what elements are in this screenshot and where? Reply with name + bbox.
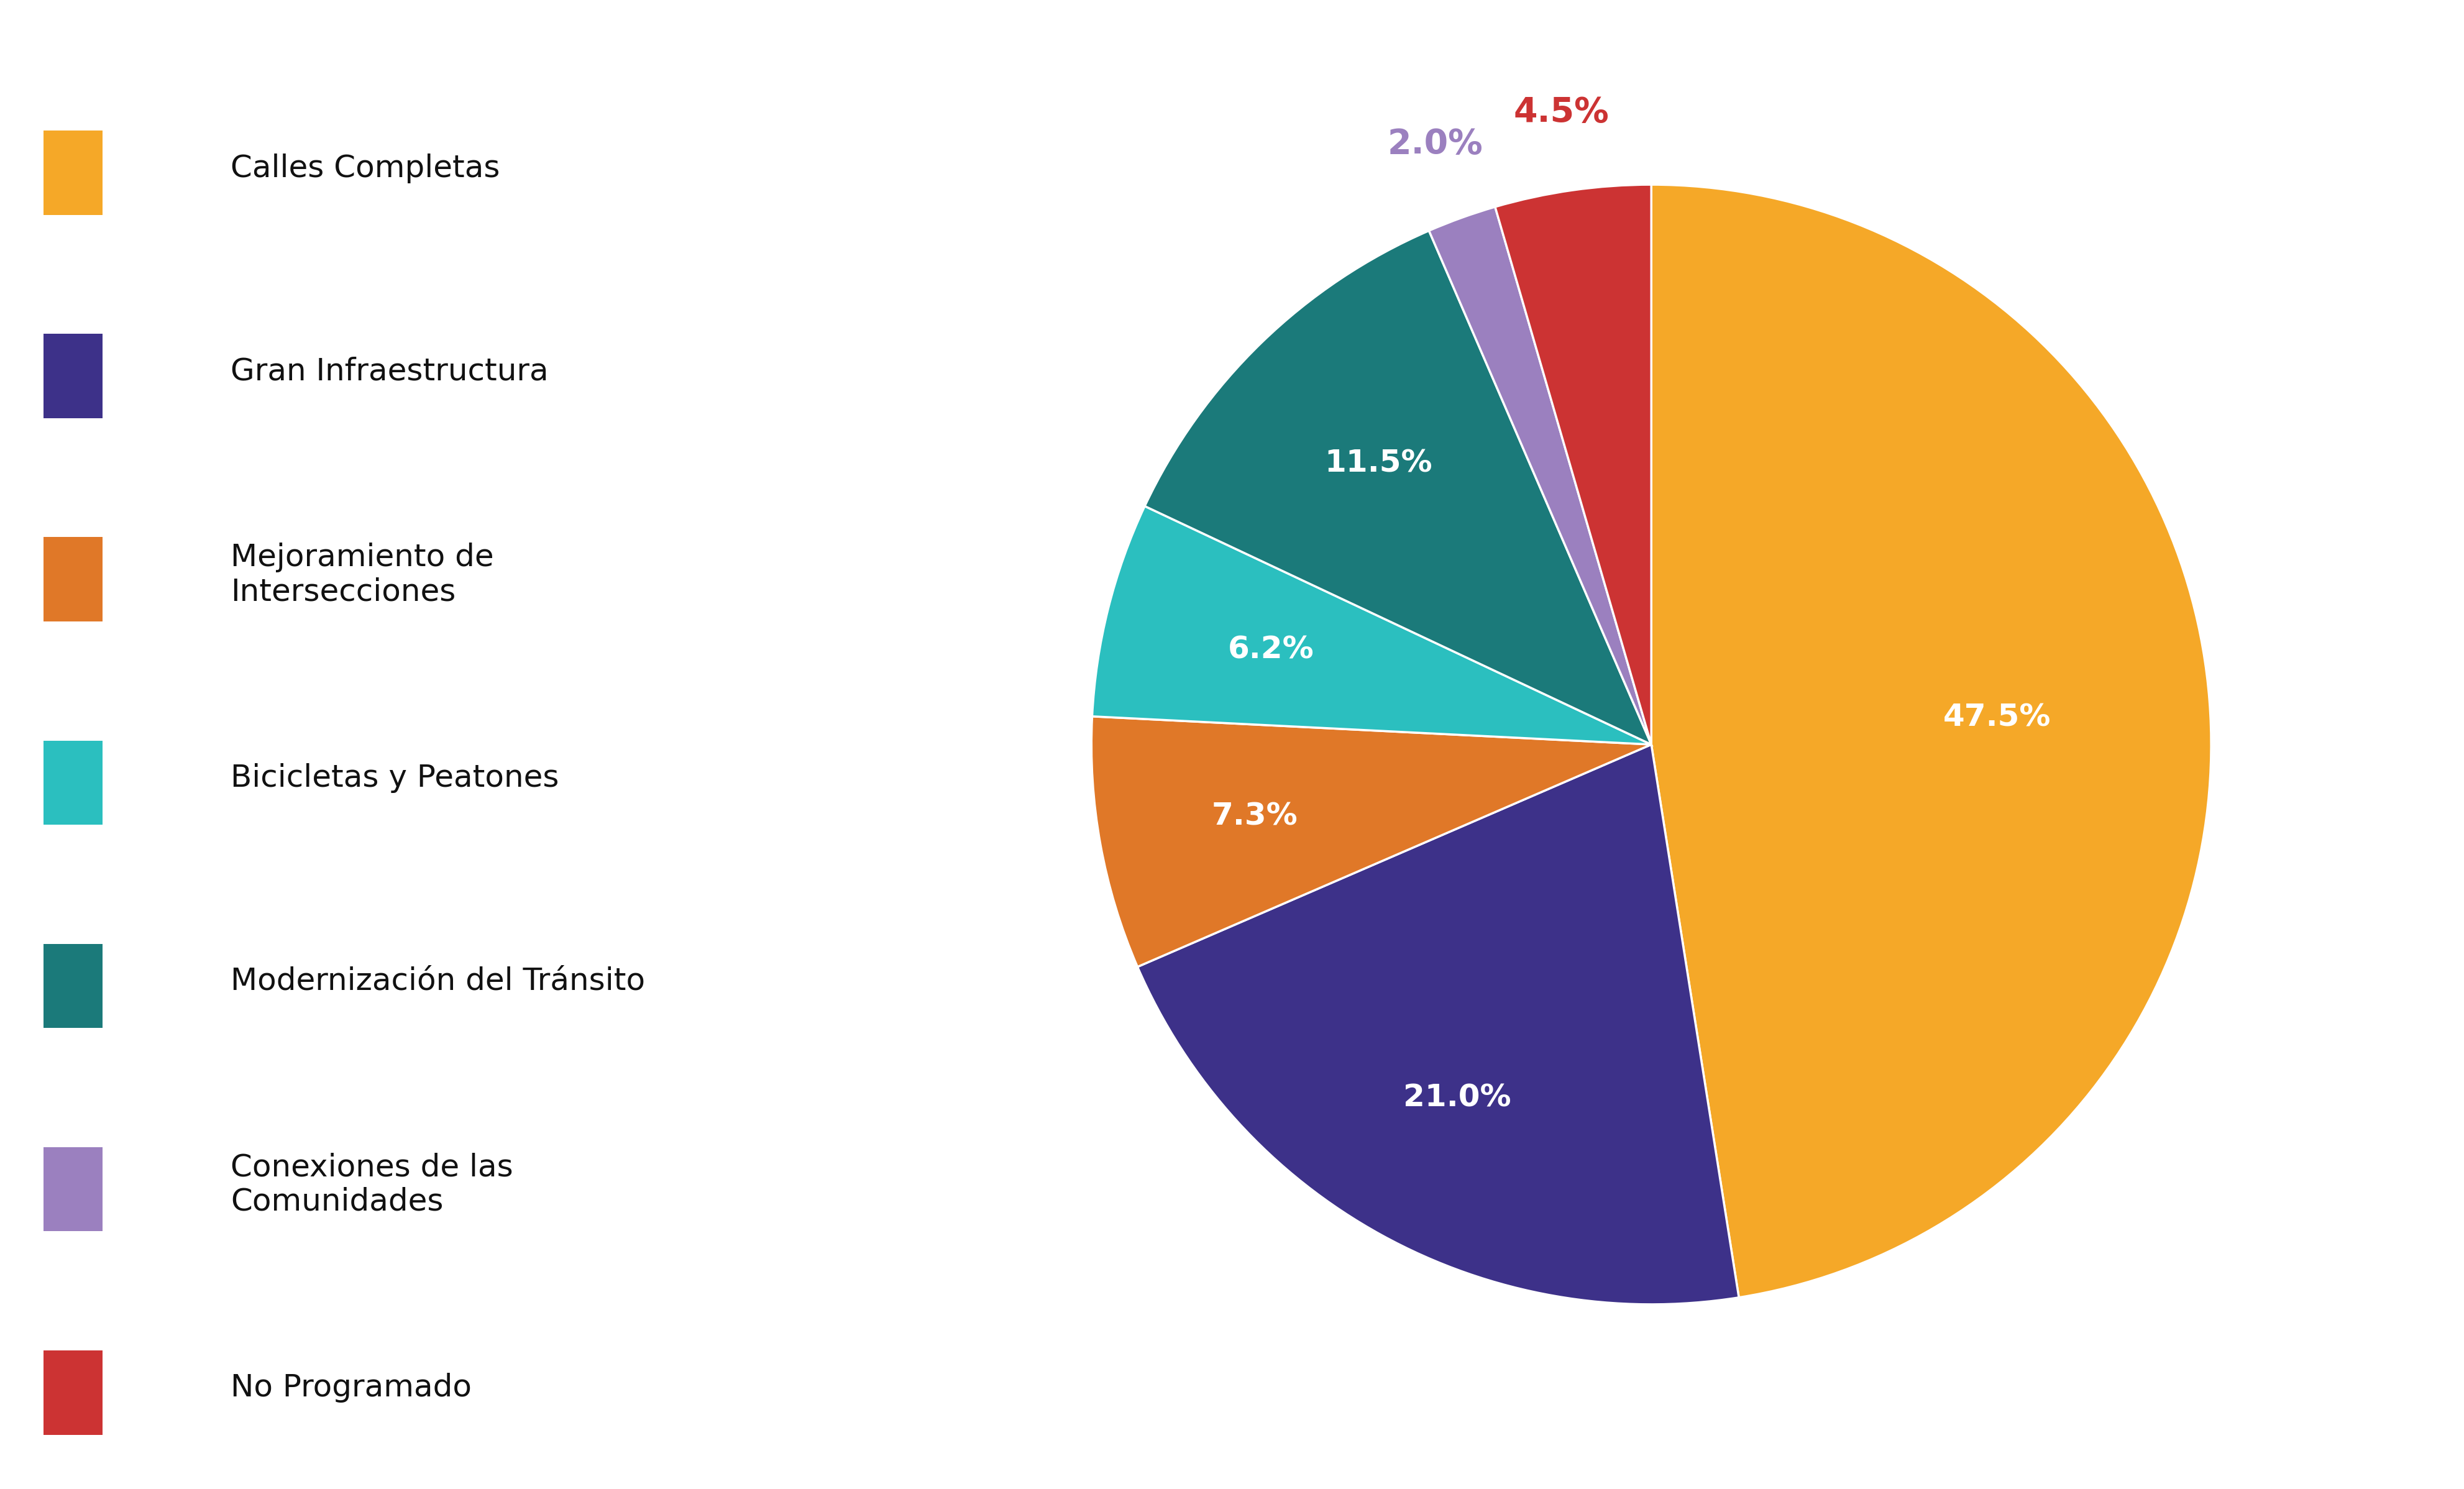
Wedge shape (1092, 716, 1651, 966)
Text: 7.3%: 7.3% (1212, 801, 1299, 831)
Text: Bicicletas y Peatones: Bicicletas y Peatones (232, 762, 559, 794)
FancyBboxPatch shape (44, 740, 103, 825)
FancyBboxPatch shape (44, 538, 103, 622)
Text: 2.0%: 2.0% (1387, 127, 1483, 161)
Wedge shape (1651, 185, 2210, 1297)
Text: Gran Infraestructura: Gran Infraestructura (232, 356, 549, 387)
Text: 11.5%: 11.5% (1323, 448, 1432, 478)
Text: Mejoramiento de
Intersecciones: Mejoramiento de Intersecciones (232, 542, 493, 608)
Text: Calles Completas: Calles Completas (232, 153, 500, 183)
FancyBboxPatch shape (44, 131, 103, 214)
Text: No Programado: No Programado (232, 1373, 471, 1403)
Text: 47.5%: 47.5% (1944, 703, 2050, 733)
Text: 4.5%: 4.5% (1513, 95, 1609, 130)
Text: 6.2%: 6.2% (1227, 634, 1313, 664)
Text: Conexiones de las
Comunidades: Conexiones de las Comunidades (232, 1152, 513, 1217)
FancyBboxPatch shape (44, 1351, 103, 1435)
Wedge shape (1143, 231, 1651, 744)
FancyBboxPatch shape (44, 944, 103, 1027)
Wedge shape (1138, 744, 1740, 1304)
Text: Modernización del Tránsito: Modernización del Tránsito (232, 966, 646, 996)
Wedge shape (1496, 185, 1651, 744)
Text: 21.0%: 21.0% (1402, 1083, 1510, 1112)
Wedge shape (1429, 207, 1651, 744)
FancyBboxPatch shape (44, 334, 103, 418)
Wedge shape (1092, 506, 1651, 744)
FancyBboxPatch shape (44, 1147, 103, 1231)
